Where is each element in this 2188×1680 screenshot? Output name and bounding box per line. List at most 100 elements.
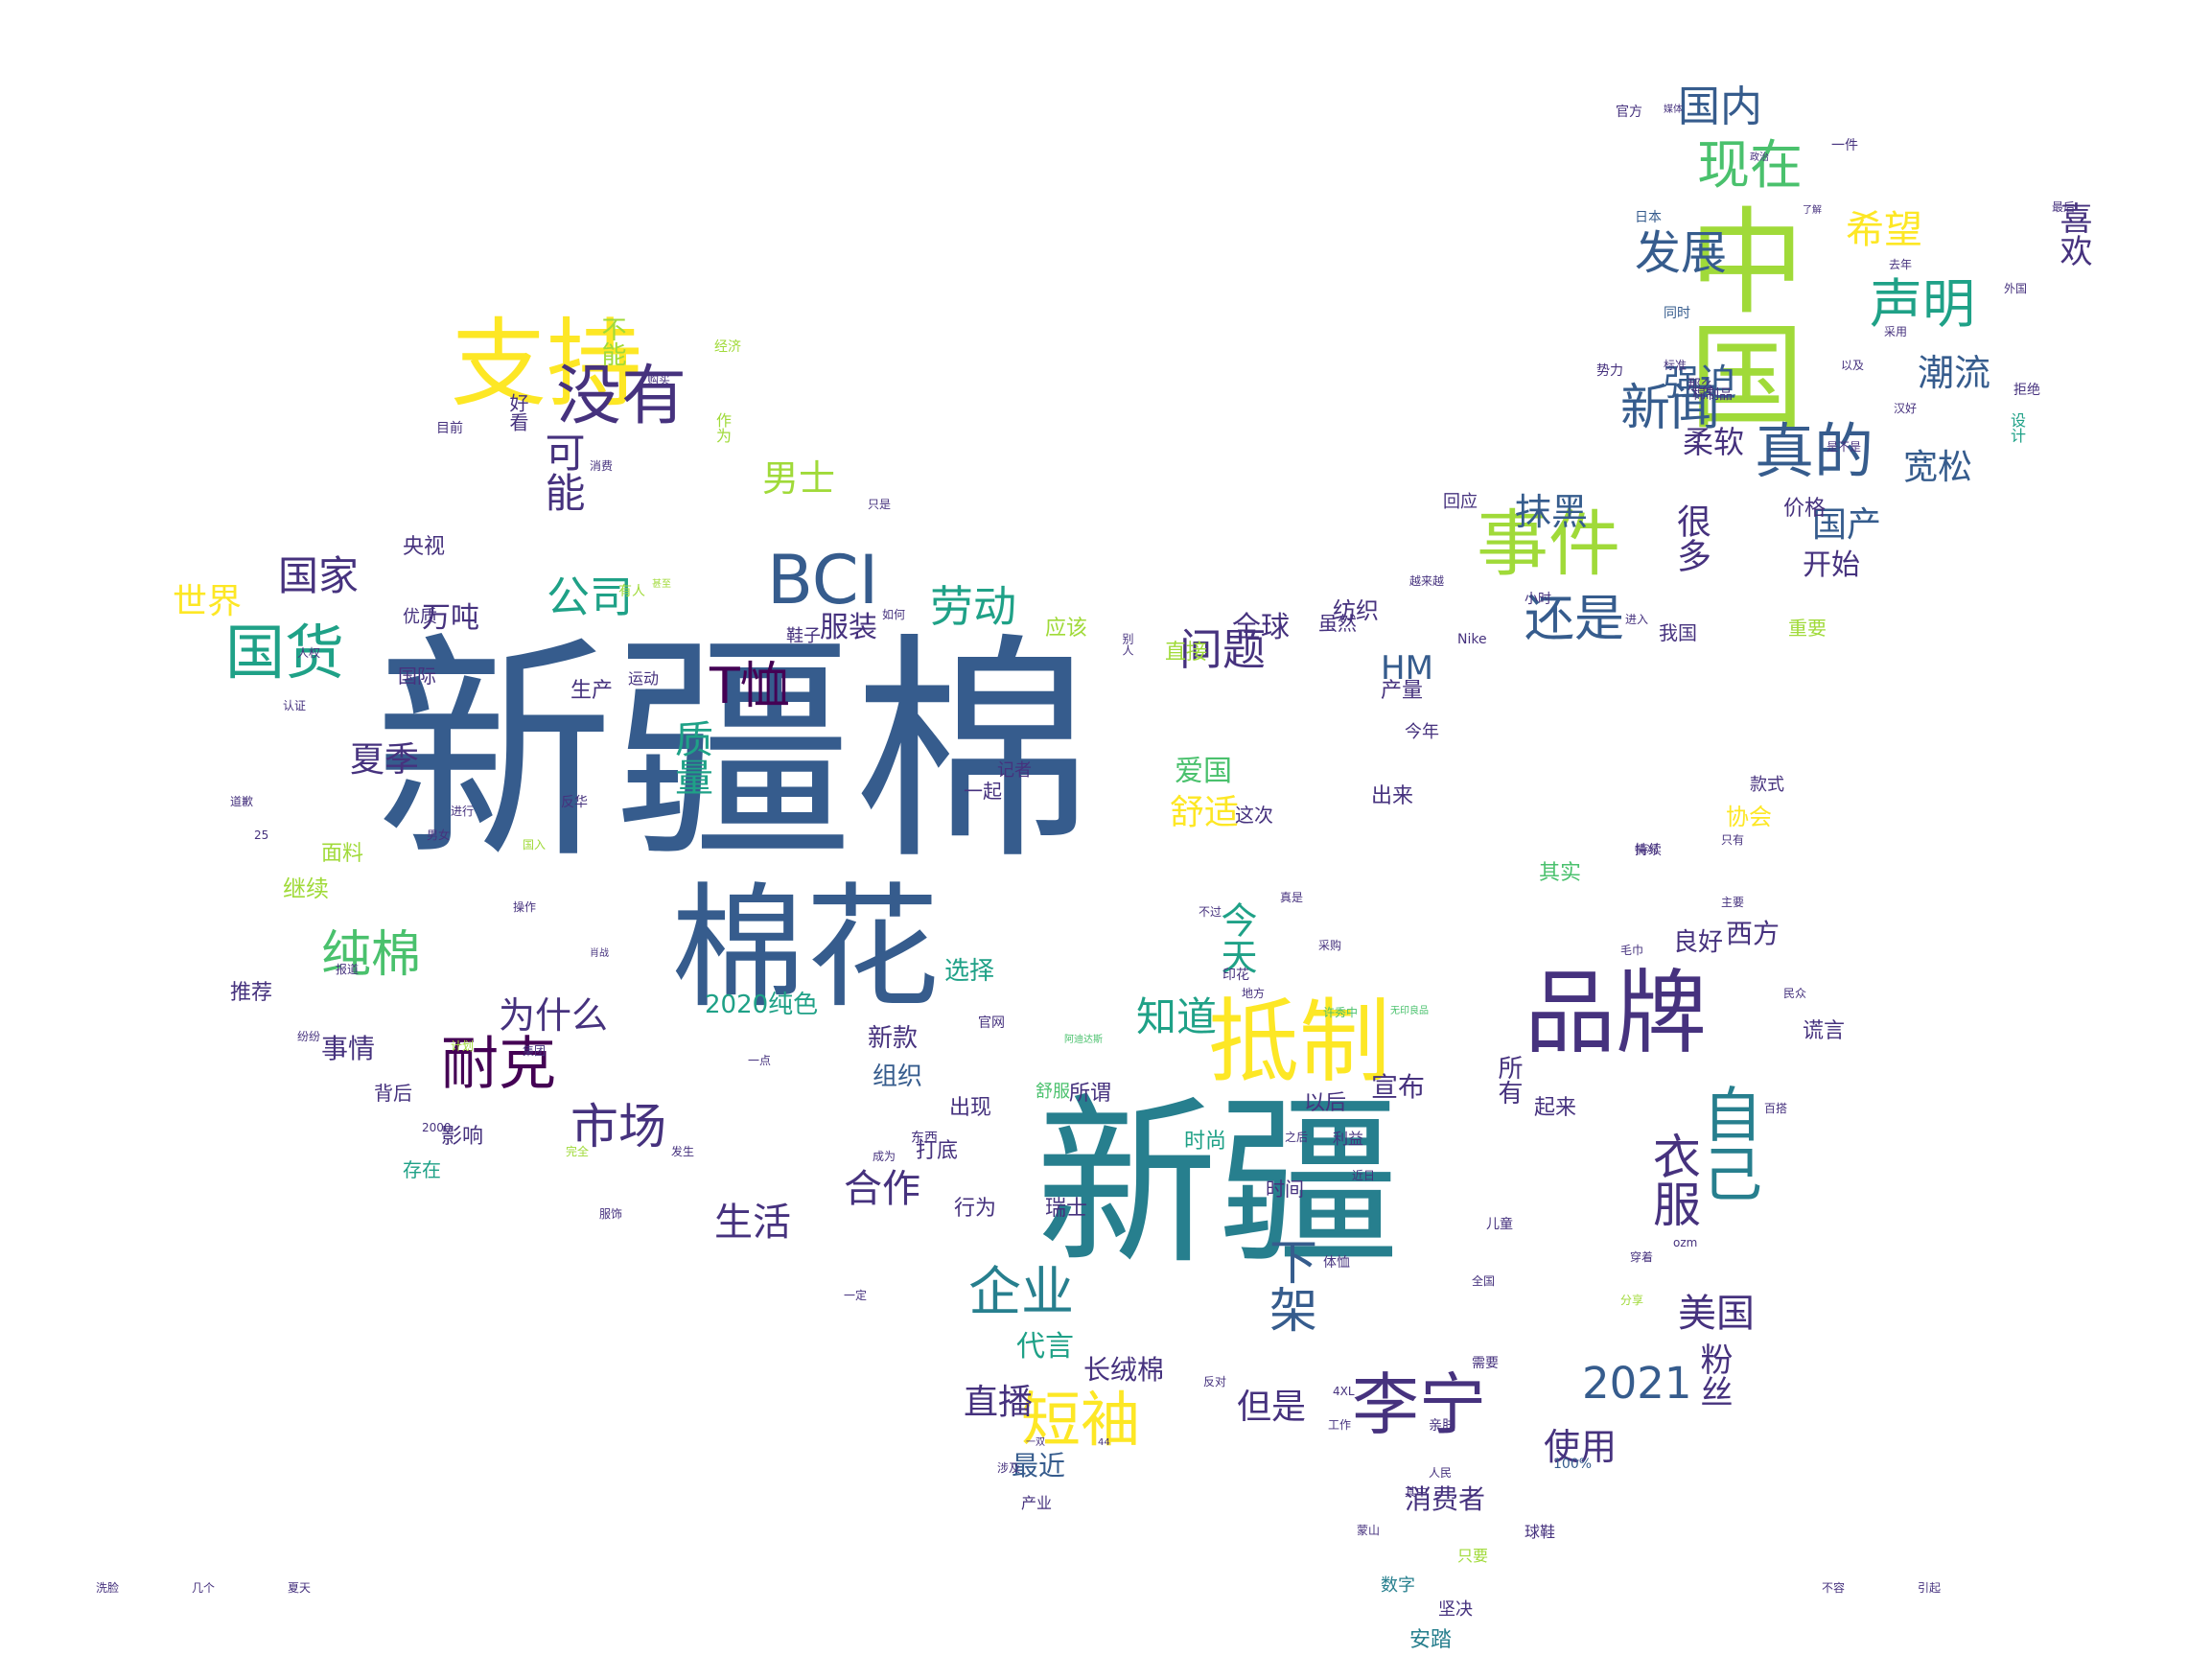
cloud-word: Nike (1457, 632, 1487, 647)
cloud-word: 阿迪达斯 (1064, 1035, 1103, 1045)
cloud-word: 官网 (978, 1015, 1005, 1031)
cloud-word: 所有 (1494, 1055, 1523, 1105)
cloud-word: 中国 (1669, 201, 1803, 432)
cloud-word: 作为 (713, 412, 732, 443)
cloud-word: 时间 (1266, 1178, 1304, 1201)
cloud-word: 行为 (954, 1197, 997, 1221)
cloud-word: 希望 (1846, 208, 1922, 252)
cloud-word: 蒙山 (1357, 1524, 1381, 1537)
cloud-word: 没有 (556, 359, 687, 434)
cloud-word: 球鞋 (1525, 1523, 1556, 1541)
cloud-word: 直播 (964, 1383, 1034, 1422)
cloud-word: 价格 (1783, 497, 1827, 521)
cloud-word: 运动 (628, 669, 660, 688)
cloud-word: 2020纯色 (705, 991, 819, 1019)
cloud-word: 消费 (590, 459, 614, 473)
cloud-word: 持续 (1635, 843, 1662, 858)
cloud-word: 拒绝 (2013, 383, 2040, 398)
cloud-word: 潮流 (1918, 352, 1991, 394)
cloud-word: 新疆棉 (374, 613, 1093, 892)
cloud-word: 推荐 (230, 981, 273, 1005)
cloud-word: 棉花 (671, 871, 941, 1027)
cloud-word: 利益 (1333, 1130, 1364, 1148)
cloud-word: 目前 (436, 421, 463, 436)
cloud-word: 新疆 (1036, 1078, 1401, 1290)
cloud-word: 夏季 (350, 740, 420, 780)
cloud-word: 选择 (944, 957, 995, 986)
cloud-word: 只要 (1457, 1547, 1489, 1565)
cloud-word: 外国 (2004, 282, 2028, 295)
cloud-word: 国家 (278, 552, 360, 599)
cloud-word: 知道 (1136, 993, 1218, 1040)
cloud-word: 男士 (762, 457, 836, 500)
cloud-word: 国货 (225, 618, 345, 688)
cloud-word: 很多 (1671, 503, 1711, 572)
cloud-word: 李宁 (1352, 1365, 1486, 1444)
cloud-word: 品牌 (1525, 961, 1708, 1066)
cloud-word: 政治 (1750, 152, 1769, 163)
cloud-word: 可能 (539, 432, 586, 512)
cloud-word: 自己 (1692, 1084, 1762, 1202)
cloud-word: 抵制 (1208, 990, 1391, 1095)
cloud-word: 44 (1098, 1437, 1110, 1448)
cloud-word: 瑞士 (1045, 1197, 1088, 1221)
cloud-word: 强迫 (1664, 362, 1737, 404)
cloud-word: 工作 (1328, 1418, 1352, 1432)
cloud-word: 出现 (949, 1096, 992, 1120)
cloud-word: 认证 (283, 699, 307, 712)
cloud-word: 百搭 (1764, 1102, 1788, 1115)
cloud-word: 今年 (1405, 722, 1439, 742)
cloud-word: 万吨 (422, 601, 479, 635)
cloud-word: 组织 (873, 1062, 923, 1091)
cloud-word: 进行 (451, 805, 475, 818)
cloud-word: 夏天 (288, 1581, 312, 1595)
cloud-word: 穿着 (1630, 1250, 1654, 1264)
cloud-word: 全球 (1232, 611, 1290, 644)
cloud-word: 央视 (403, 535, 446, 559)
cloud-word: 集团 (523, 1044, 547, 1058)
cloud-word: 近日 (1352, 1169, 1376, 1182)
cloud-word: 背后 (374, 1082, 412, 1105)
cloud-word: 舒服 (1036, 1082, 1070, 1102)
cloud-word: 男女 (427, 828, 451, 842)
cloud-word: 还是 (1525, 591, 1625, 648)
cloud-word: 安踏 (1409, 1628, 1453, 1652)
cloud-word: 继续 (283, 875, 329, 902)
cloud-word: 喜欢 (2054, 201, 2092, 267)
cloud-word: 市场 (570, 1099, 666, 1155)
cloud-word: 采购 (1318, 939, 1342, 952)
cloud-word: 地方 (1242, 987, 1266, 1000)
cloud-word: 主要 (1721, 896, 1745, 909)
cloud-word: 操作 (513, 900, 537, 914)
cloud-word: 不过 (1199, 905, 1222, 919)
cloud-word: 最后 (2052, 200, 2076, 214)
cloud-word: 许秀中 (1323, 1006, 1359, 1019)
cloud-word: 是不是 (1827, 440, 1862, 454)
cloud-word: 影响 (441, 1125, 484, 1149)
cloud-word: 西方 (1726, 918, 1781, 949)
cloud-word: 需要 (1472, 1356, 1499, 1371)
cloud-word: 协会 (1726, 804, 1772, 830)
cloud-word: 一双 (1026, 1437, 1045, 1448)
cloud-word: 问题 (1179, 624, 1267, 675)
cloud-word: 体恤 (1323, 1255, 1350, 1271)
cloud-word: 越来越 (1409, 574, 1445, 588)
cloud-word: 新款 (868, 1024, 919, 1053)
cloud-word: 耐克 (441, 1031, 556, 1098)
cloud-word: 使用 (1544, 1426, 1618, 1468)
cloud-word: 报道 (336, 963, 360, 976)
cloud-word: 东西 (911, 1131, 938, 1146)
cloud-word: 美国 (1678, 1292, 1755, 1336)
cloud-word: 事件 (1477, 502, 1621, 586)
cloud-word: 纷纷 (297, 1030, 321, 1043)
cloud-word: 分享 (1620, 1294, 1644, 1307)
cloud-word: 最近 (1012, 1450, 1066, 1482)
cloud-word: 势力 (1596, 363, 1623, 379)
cloud-word: 以后 (1304, 1091, 1347, 1115)
cloud-word: 好看 (506, 393, 529, 432)
cloud-word: 产业 (1021, 1494, 1053, 1512)
cloud-word: 国内 (1678, 82, 1762, 131)
cloud-word: 回应 (1443, 492, 1478, 512)
cloud-word: 国际 (398, 665, 436, 688)
cloud-word: 声明 (1870, 273, 1976, 335)
